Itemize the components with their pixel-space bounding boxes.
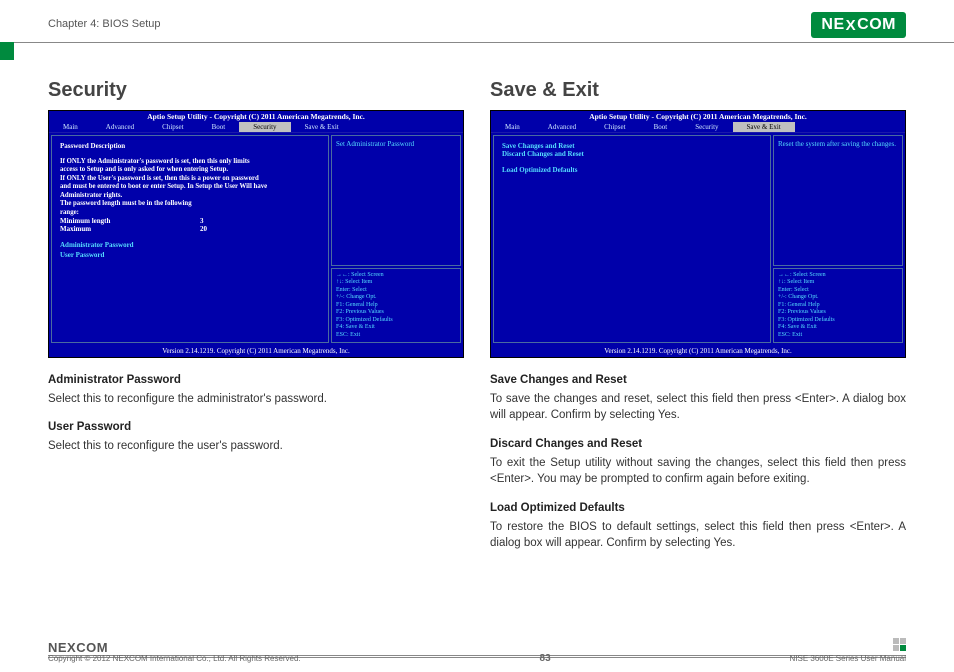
logo-part1: NE (821, 16, 844, 34)
bios-version-footer: Version 2.14.1219. Copyright (C) 2011 Am… (49, 345, 463, 357)
bios-body: Password Description If ONLY the Adminis… (49, 133, 463, 345)
bios-body: Save Changes and Reset Discard Changes a… (491, 133, 905, 345)
nav-line: F1: General Help (778, 302, 898, 310)
manual-name: NISE 3600E Series User Manual (790, 651, 907, 663)
user-password-item[interactable]: User Password (60, 251, 320, 259)
tab-save-exit[interactable]: Save & Exit (733, 122, 795, 132)
nav-line: →←: Select Screen (336, 272, 456, 280)
bios-version-footer: Version 2.14.1219. Copyright (C) 2011 Am… (491, 345, 905, 357)
max-length-label: Maximum (60, 225, 200, 233)
footer-line: Copyright © 2012 NEXCOM International Co… (48, 655, 906, 658)
corner-decoration (893, 638, 906, 651)
max-length-row: Maximum 20 (60, 225, 320, 233)
bios-tabs: Main Advanced Chipset Boot Security Save… (491, 122, 905, 133)
password-para2: If ONLY the User's password is set, then… (60, 175, 270, 200)
tab-save-exit[interactable]: Save & Exit (291, 122, 353, 132)
bios-content-pane: Password Description If ONLY the Adminis… (51, 135, 329, 343)
page-header: Chapter 4: BIOS Setup NEXCOM (0, 0, 954, 43)
save-exit-descriptions: Save Changes and Reset To save the chang… (490, 372, 906, 552)
nav-line: ESC: Exit (778, 332, 898, 340)
logo-x: X (846, 17, 857, 34)
content-columns: Security Aptio Setup Utility - Copyright… (0, 49, 954, 564)
admin-password-item[interactable]: Administrator Password (60, 241, 320, 249)
security-column: Security Aptio Setup Utility - Copyright… (48, 79, 464, 564)
bios-window-security: Aptio Setup Utility - Copyright (C) 2011… (48, 110, 464, 358)
admin-pw-heading: Administrator Password (48, 372, 464, 389)
min-length-row: Minimum length 3 (60, 217, 320, 225)
discard-reset-heading: Discard Changes and Reset (490, 436, 906, 453)
brand-logo: NEXCOM (811, 12, 906, 38)
nav-line: ↑↓: Select Item (778, 279, 898, 287)
password-para1: If ONLY the Administrator's password is … (60, 158, 260, 175)
min-length-label: Minimum length (60, 217, 200, 225)
bios-help-text: Set Administrator Password (331, 135, 461, 266)
security-title: Security (48, 79, 464, 102)
bios-nav-help: →←: Select Screen ↑↓: Select Item Enter:… (773, 268, 903, 344)
tab-advanced[interactable]: Advanced (92, 122, 148, 132)
nav-line: F1: General Help (336, 302, 456, 310)
bios-help-pane: Reset the system after saving the change… (773, 135, 903, 343)
nav-line: Enter: Select (336, 287, 456, 295)
tab-advanced[interactable]: Advanced (534, 122, 590, 132)
security-descriptions: Administrator Password Select this to re… (48, 372, 464, 455)
bios-tabs: Main Advanced Chipset Boot Security Save… (49, 122, 463, 133)
nav-line: +/-: Change Opt. (336, 294, 456, 302)
nav-line: Enter: Select (778, 287, 898, 295)
tab-chipset[interactable]: Chipset (590, 122, 639, 132)
bios-help-pane: Set Administrator Password →←: Select Sc… (331, 135, 461, 343)
bios-help-text: Reset the system after saving the change… (773, 135, 903, 266)
tab-main[interactable]: Main (491, 122, 534, 132)
load-defaults-heading: Load Optimized Defaults (490, 500, 906, 517)
nav-line: F4: Save & Exit (778, 324, 898, 332)
save-exit-column: Save & Exit Aptio Setup Utility - Copyri… (490, 79, 906, 564)
nav-line: F3: Optimized Defaults (778, 317, 898, 325)
logo-part2: COM (857, 16, 896, 34)
discard-reset-text: To exit the Setup utility without saving… (490, 455, 906, 488)
accent-bar (0, 42, 14, 60)
page-footer: NEXCOM Copyright © 2012 NEXCOM Internati… (48, 640, 906, 658)
nav-line: F4: Save & Exit (336, 324, 456, 332)
tab-boot[interactable]: Boot (640, 122, 682, 132)
admin-pw-text: Select this to reconfigure the administr… (48, 391, 464, 408)
nav-line: F3: Optimized Defaults (336, 317, 456, 325)
bios-content-pane: Save Changes and Reset Discard Changes a… (493, 135, 771, 343)
save-exit-title: Save & Exit (490, 79, 906, 102)
tab-security[interactable]: Security (681, 122, 732, 132)
tab-chipset[interactable]: Chipset (148, 122, 197, 132)
load-defaults-text: To restore the BIOS to default settings,… (490, 519, 906, 552)
discard-reset-item[interactable]: Discard Changes and Reset (502, 150, 762, 158)
user-pw-text: Select this to reconfigure the user's pa… (48, 438, 464, 455)
bios-titlebar: Aptio Setup Utility - Copyright (C) 2011… (491, 111, 905, 122)
tab-main[interactable]: Main (49, 122, 92, 132)
nav-line: +/-: Change Opt. (778, 294, 898, 302)
page-number: 83 (540, 651, 551, 664)
tab-boot[interactable]: Boot (198, 122, 240, 132)
min-length-value: 3 (200, 217, 204, 225)
load-defaults-item[interactable]: Load Optimized Defaults (502, 166, 762, 174)
bios-window-save-exit: Aptio Setup Utility - Copyright (C) 2011… (490, 110, 906, 358)
user-pw-heading: User Password (48, 419, 464, 436)
password-range-label: The password length must be in the follo… (60, 200, 210, 217)
save-reset-text: To save the changes and reset, select th… (490, 391, 906, 424)
nav-line: ESC: Exit (336, 332, 456, 340)
bios-nav-help: →←: Select Screen ↑↓: Select Item Enter:… (331, 268, 461, 344)
bios-titlebar: Aptio Setup Utility - Copyright (C) 2011… (49, 111, 463, 122)
copyright-text: Copyright © 2012 NEXCOM International Co… (48, 651, 301, 663)
max-length-value: 20 (200, 225, 207, 233)
password-desc-heading: Password Description (60, 142, 320, 150)
tab-security[interactable]: Security (239, 122, 290, 132)
nav-line: ↑↓: Select Item (336, 279, 456, 287)
nav-line: F2: Previous Values (336, 309, 456, 317)
chapter-label: Chapter 4: BIOS Setup (48, 18, 161, 36)
save-reset-heading: Save Changes and Reset (490, 372, 906, 389)
nav-line: →←: Select Screen (778, 272, 898, 280)
nav-line: F2: Previous Values (778, 309, 898, 317)
save-reset-item[interactable]: Save Changes and Reset (502, 142, 762, 150)
